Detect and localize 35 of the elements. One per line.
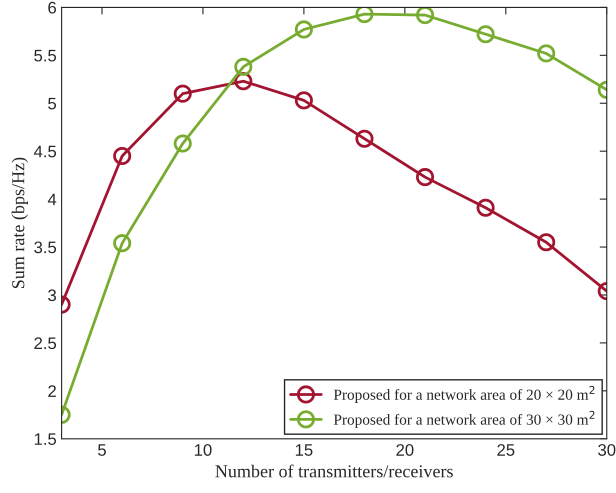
x-tick-label: 5: [98, 444, 106, 456]
point: [416, 168, 434, 186]
point: [113, 146, 132, 166]
y-tick-label: 1.5: [34, 433, 56, 445]
y-tick-label: 4: [48, 194, 56, 206]
point: [355, 130, 374, 148]
legend-label: Proposed for a network area of 20 × 20 m$^{2}$: [334, 386, 594, 403]
y-tick-label: 3.5: [34, 241, 56, 254]
x-tick-label: 25: [497, 444, 514, 456]
y-tick-label: 5: [48, 98, 56, 110]
x-tick-label: 30: [598, 444, 616, 456]
y-tick-label: 3: [48, 289, 56, 302]
point: [174, 84, 192, 103]
point: [416, 7, 434, 24]
y-tick-label: 2: [48, 385, 56, 397]
point: [234, 58, 252, 76]
point: [294, 20, 313, 38]
y-tick-label: 2.5: [34, 337, 56, 350]
point: [113, 234, 132, 252]
point: [537, 44, 556, 62]
x-tick-label: 10: [194, 444, 212, 456]
point: [476, 198, 495, 217]
y-tick-label: 6: [48, 2, 56, 14]
x-tick-label: 15: [296, 444, 312, 456]
point: [294, 91, 313, 110]
point: [174, 134, 192, 153]
point: [476, 25, 495, 44]
y-tick-label: 4.5: [34, 146, 56, 158]
point: [355, 7, 374, 24]
point: [537, 233, 556, 252]
legend-label: Proposed for a network area of 30 × 30 m$^{2}$: [334, 410, 594, 428]
x-tick-label: 20: [396, 444, 414, 456]
x-axis-title: Number of transmitters/receivers: [215, 464, 453, 478]
y-axis-title: Sum rate (bps/Hz): [12, 158, 28, 288]
y-tick-label: 5.5: [34, 50, 56, 62]
